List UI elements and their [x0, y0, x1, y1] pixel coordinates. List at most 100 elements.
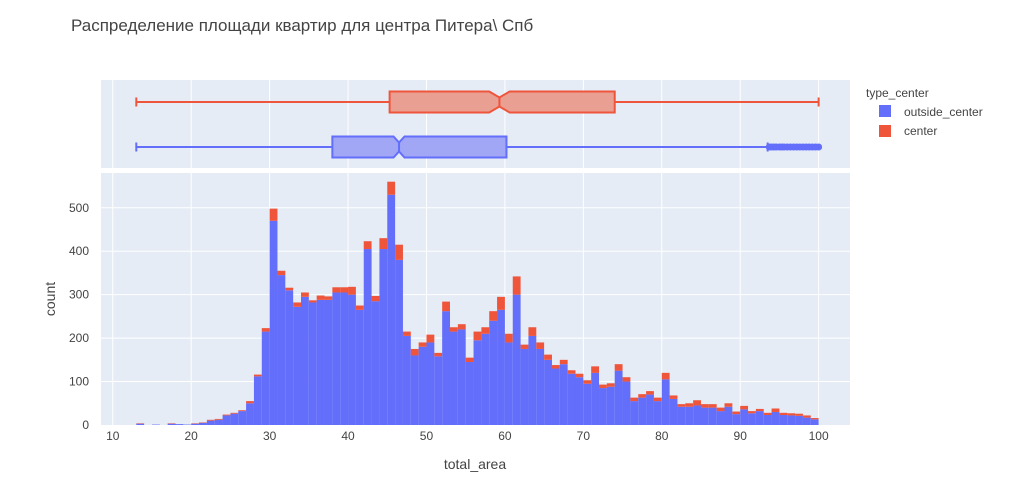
x-tick-label: 20 — [185, 429, 199, 443]
bar-center — [779, 412, 788, 416]
bar-outside-center — [206, 420, 215, 425]
bar-outside-center — [285, 290, 294, 425]
bar-outside-center — [332, 292, 341, 425]
bar-center — [810, 418, 819, 420]
bar-center — [638, 394, 647, 398]
bar-center — [261, 328, 270, 332]
bar-outside-center — [497, 309, 505, 425]
x-tick-label: 100 — [809, 429, 829, 443]
bar-center — [340, 287, 349, 293]
box-outside-center — [331, 135, 508, 159]
bar-outside-center — [795, 415, 803, 425]
bar-center — [214, 418, 223, 420]
bar-outside-center — [308, 302, 317, 425]
bar-outside-center — [450, 331, 458, 425]
bar-center — [724, 403, 733, 407]
bar-center — [481, 327, 490, 334]
bar-outside-center — [348, 294, 356, 425]
legend-swatch-outside-center[interactable] — [879, 105, 891, 117]
bar-outside-center — [787, 415, 796, 425]
bar-center — [230, 412, 239, 414]
bar-center — [395, 244, 403, 260]
bar-outside-center — [748, 413, 756, 425]
bar-center — [622, 377, 631, 382]
bar-center — [489, 311, 498, 321]
bar-outside-center — [387, 194, 396, 425]
bar-center — [269, 208, 278, 221]
legend-swatch-center[interactable] — [879, 125, 891, 137]
bar-outside-center — [214, 419, 223, 425]
bar-outside-center — [700, 407, 709, 425]
box-center — [388, 90, 616, 114]
bar-outside-center — [355, 309, 364, 425]
bar-outside-center — [638, 397, 647, 425]
bar-outside-center — [567, 373, 576, 425]
bar-outside-center — [732, 414, 741, 425]
bar-outside-center — [685, 406, 694, 425]
bar-center — [583, 380, 592, 384]
bar-outside-center — [763, 415, 772, 425]
bar-outside-center — [222, 415, 231, 425]
chart-title: Распределение площади квартир для центра… — [71, 16, 534, 35]
bar-outside-center — [606, 386, 615, 425]
y-axis-title: count — [42, 282, 58, 316]
x-tick-label: 10 — [106, 429, 120, 443]
bar-outside-center — [253, 376, 262, 425]
bar-center — [465, 357, 474, 362]
bar-outside-center — [465, 362, 474, 425]
bar-center — [544, 354, 552, 360]
bar-center — [300, 292, 309, 297]
bar-outside-center — [544, 359, 552, 425]
legend[interactable]: type_center outside_center center — [866, 86, 983, 138]
legend-label-outside-center[interactable]: outside_center — [904, 105, 983, 119]
bar-center — [802, 415, 811, 418]
bar-outside-center — [599, 388, 607, 425]
legend-title: type_center — [866, 86, 929, 100]
bar-center — [355, 305, 364, 310]
bar-center — [206, 419, 215, 421]
bar-outside-center — [661, 379, 670, 425]
bar-center — [442, 301, 451, 312]
bar-outside-center — [363, 249, 372, 425]
bar-outside-center — [677, 406, 686, 425]
bar-center — [450, 327, 458, 332]
bar-center — [348, 286, 356, 295]
bar-center — [277, 270, 286, 276]
bar-outside-center — [646, 394, 654, 425]
bar-outside-center — [520, 348, 529, 425]
bar-center — [371, 295, 380, 302]
bar-center — [387, 181, 396, 195]
bar-center — [685, 403, 694, 407]
y-tick-label: 500 — [69, 201, 89, 215]
bar-outside-center — [771, 411, 780, 425]
x-axis: 10 20 30 40 50 60 70 80 90 100 — [106, 429, 829, 443]
bar-center — [246, 401, 254, 404]
bar-center — [528, 327, 537, 336]
bar-outside-center — [740, 409, 749, 425]
bar-outside-center — [693, 405, 701, 425]
bar-center — [332, 287, 341, 293]
bar-outside-center — [434, 356, 443, 425]
bar-center — [410, 348, 419, 356]
y-tick-label: 300 — [69, 288, 89, 302]
x-axis-title: total_area — [444, 456, 506, 472]
x-tick-label: 70 — [577, 429, 591, 443]
bar-center — [740, 405, 749, 410]
bar-center — [748, 411, 756, 414]
bar-center — [434, 352, 443, 357]
x-tick-label: 50 — [420, 429, 434, 443]
bar-outside-center — [316, 299, 325, 425]
x-tick-label: 40 — [341, 429, 355, 443]
legend-label-center[interactable]: center — [904, 124, 937, 138]
bar-center — [457, 324, 466, 330]
bar-outside-center — [426, 342, 435, 425]
bar-outside-center — [410, 355, 419, 425]
bar-outside-center — [293, 306, 301, 425]
bar-center — [551, 365, 560, 369]
bar-center — [599, 384, 607, 389]
bar-center — [614, 364, 623, 371]
bar-outside-center — [371, 301, 380, 425]
bar-outside-center — [167, 423, 176, 425]
bar-outside-center — [473, 340, 482, 425]
